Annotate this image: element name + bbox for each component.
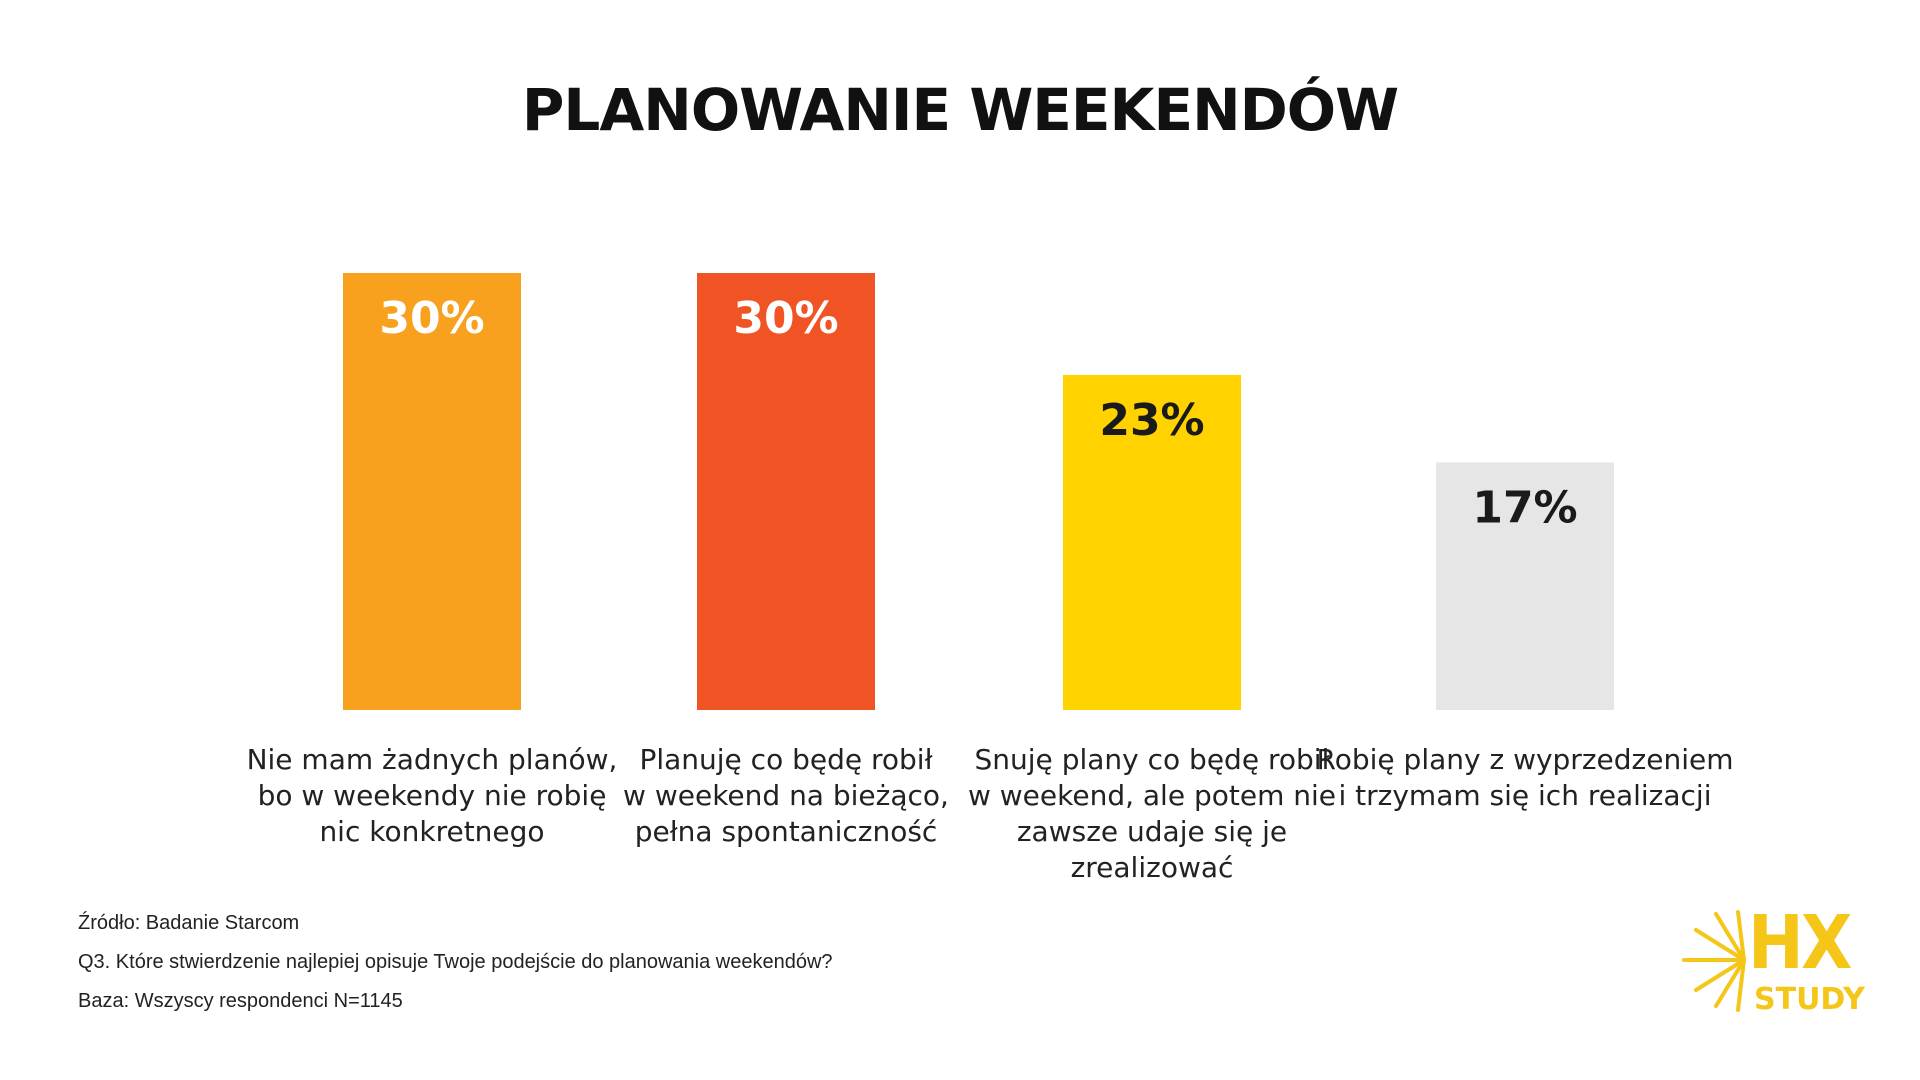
category-label-2: Planuję co będę robił w weekend na bieżą… bbox=[623, 743, 949, 848]
hx-study-logo: HX STUDY bbox=[1682, 900, 1872, 1026]
sunburst-icon bbox=[1682, 910, 1746, 1012]
logo-study-text: STUDY bbox=[1754, 982, 1865, 1017]
bar-value-label-1: 30% bbox=[379, 293, 484, 344]
category-label-1: Nie mam żadnych planów, bo w weekendy ni… bbox=[246, 743, 618, 848]
bar-2 bbox=[697, 273, 875, 710]
bar-1 bbox=[343, 273, 521, 710]
category-label-3: Snuję plany co będę robił w weekend, ale… bbox=[967, 743, 1337, 884]
bar-chart: 30% 30% 23% 17% bbox=[343, 273, 1614, 710]
footnote-question: Q3. Które stwierdzenie najlepiej opisuje… bbox=[78, 951, 833, 973]
bar-4 bbox=[1436, 462, 1614, 710]
bar-value-label-4: 17% bbox=[1472, 482, 1577, 533]
chart-title: PLANOWANIE WEEKENDÓW bbox=[521, 76, 1399, 144]
footnote-base: Baza: Wszyscy respondenci N=1145 bbox=[78, 990, 403, 1012]
bar-value-label-3: 23% bbox=[1099, 395, 1204, 446]
bar-3 bbox=[1063, 374, 1241, 710]
category-label-4: Robię plany z wyprzedzeniem i trzymam si… bbox=[1316, 743, 1734, 812]
logo-hx-text: HX bbox=[1748, 900, 1852, 986]
footnote-source: Źródło: Badanie Starcom bbox=[78, 912, 300, 934]
bar-value-label-2: 30% bbox=[733, 293, 838, 344]
